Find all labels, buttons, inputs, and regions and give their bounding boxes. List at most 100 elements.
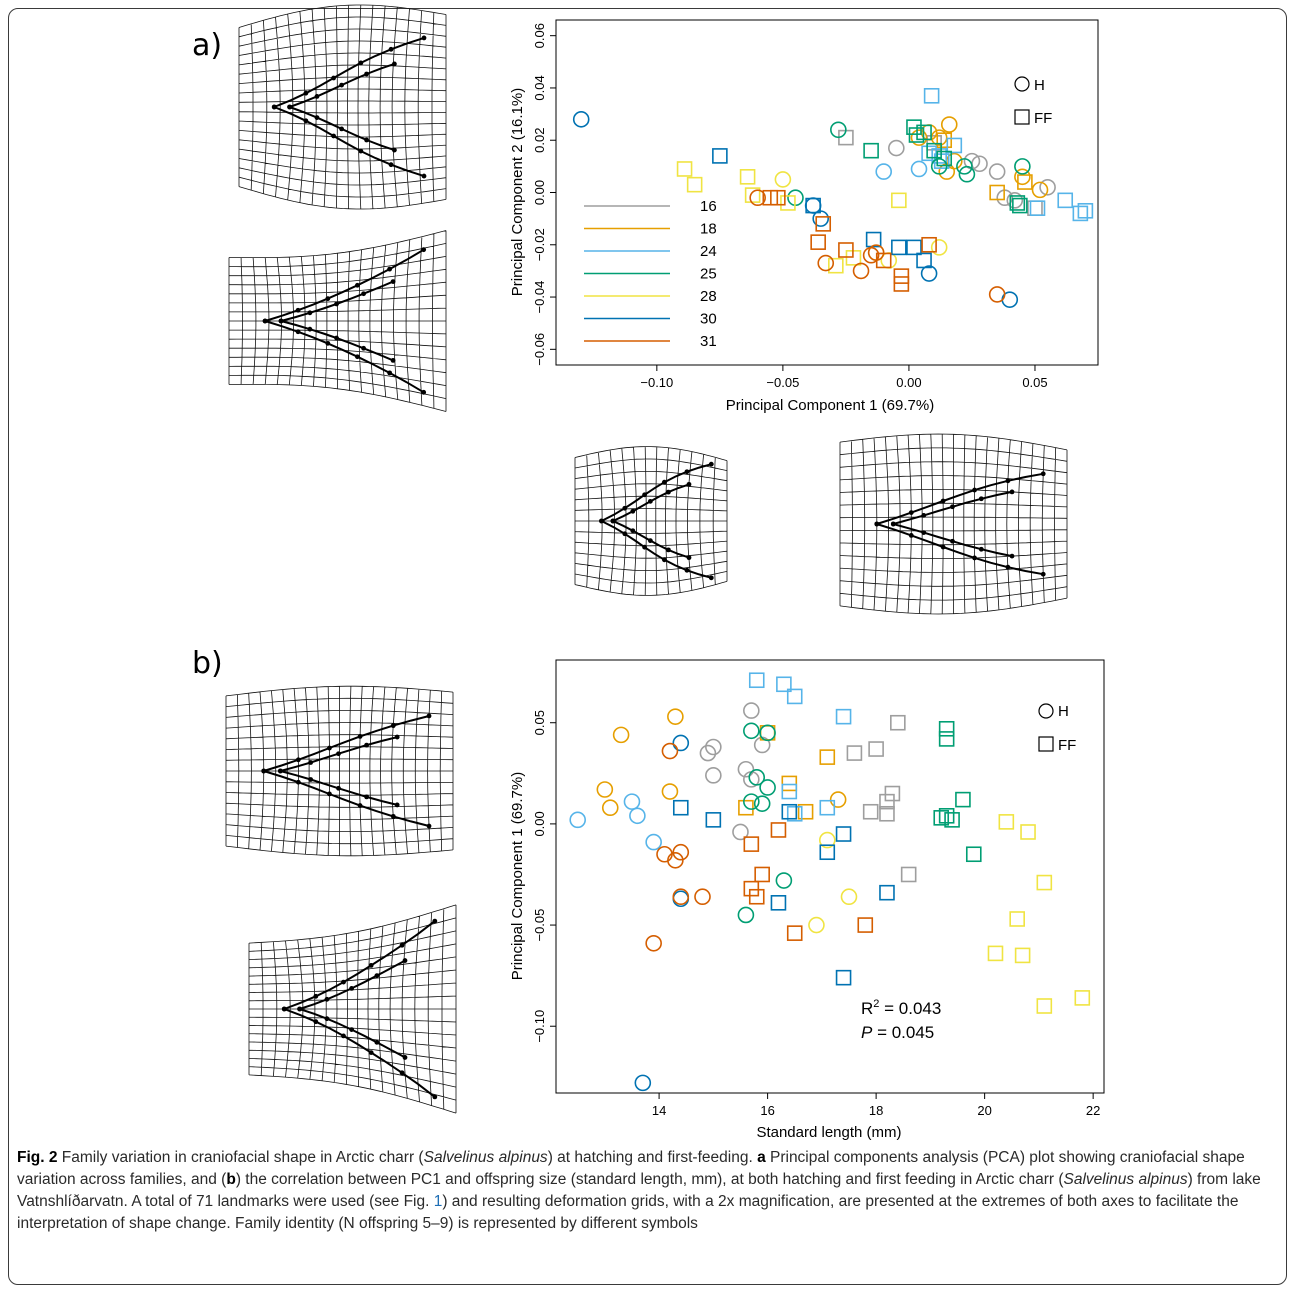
landmark-point: [708, 575, 714, 581]
data-point-hatching-family-24: [629, 807, 646, 825]
landmark-point: [647, 498, 653, 504]
x-axis: 14 16 18 20 22: [652, 1093, 1100, 1118]
landmark-point: [308, 760, 314, 765]
data-point-first-feeding-family-28: [891, 192, 907, 209]
landmark-point: [647, 538, 653, 544]
data-point-first-feeding-family-28: [987, 945, 1004, 962]
landmark-point: [1040, 471, 1046, 477]
data-point-first-feeding-family-24: [781, 783, 798, 800]
data-point-hatching-family-18: [612, 726, 630, 744]
y-axis-title: Principal Component 2 (16.1%): [509, 88, 526, 296]
y-tick-label: −0.10: [532, 1010, 547, 1043]
landmark-point: [402, 1055, 408, 1060]
deformation-grid-pc2-max: [238, 4, 447, 210]
y-tick-label: 0.00: [532, 180, 547, 205]
data-point-first-feeding-family-24: [748, 672, 765, 689]
data-point-hatching-family-25: [830, 121, 847, 139]
data-point-first-feeding-family-31: [770, 822, 787, 838]
landmark-point: [890, 521, 896, 527]
legend-label-family: 18: [700, 221, 717, 238]
landmark-point: [368, 962, 374, 968]
landmark-point: [972, 555, 977, 561]
landmark-point: [661, 479, 667, 485]
caption-fig-label: Fig. 2: [17, 1149, 58, 1166]
data-point-first-feeding-family-25: [926, 142, 942, 159]
r-squared-text: R2 = 0.043: [861, 998, 941, 1018]
data-point-hatching-family-28: [930, 239, 948, 256]
data-point-first-feeding-family-28: [1009, 911, 1025, 927]
landmark-point: [324, 1016, 330, 1022]
data-point-first-feeding-family-30: [835, 969, 852, 986]
landmark-point: [368, 1050, 374, 1056]
data-point-hatching-family-18: [661, 783, 679, 800]
deformation-grid-lines: [574, 446, 728, 596]
y-tick-label: −0.05: [532, 909, 547, 942]
deformation-grid-pc1-min: [574, 446, 728, 596]
landmark-point: [262, 318, 268, 324]
data-point-first-feeding-family-24: [776, 676, 792, 693]
data-point-hatching-family-31: [694, 888, 711, 906]
data-point-first-feeding-family-25: [916, 124, 932, 141]
landmark-point: [684, 469, 690, 475]
data-point-first-feeding-family-24: [835, 708, 852, 725]
deformation-grid-pc1-max: [839, 433, 1068, 615]
landmark-outline: [283, 1008, 436, 1098]
x-tick-label: 18: [869, 1103, 883, 1118]
landmark-point: [388, 162, 394, 168]
data-point-hatching-family-16: [705, 767, 722, 784]
data-point-first-feeding-family-18: [781, 775, 798, 792]
data-point-first-feeding-family-25: [938, 731, 955, 747]
y-axis-title: Principal Component 1 (69.7%): [509, 772, 526, 980]
data-point-first-feeding-family-31: [754, 866, 770, 883]
y-tick-label: 0.00: [532, 811, 547, 836]
landmark-point: [1009, 489, 1015, 495]
caption-species: Salvelinus alpinus: [1063, 1171, 1188, 1188]
data-point-first-feeding-family-16: [879, 805, 895, 822]
landmark-point: [661, 557, 667, 563]
caption-text: Principal components analysis (PCA) plot…: [17, 1149, 1245, 1188]
data-point-hatching-family-16: [988, 163, 1006, 180]
landmark-point: [421, 35, 427, 41]
landmark-point: [940, 498, 946, 504]
data-point-first-feeding-family-16: [884, 785, 901, 802]
landmark-outline: [299, 959, 406, 1010]
landmark-point: [950, 538, 955, 544]
data-point-hatching-family-31: [672, 888, 690, 906]
data-point-first-feeding-family-24: [1072, 205, 1089, 222]
data-point-hatching-family-24: [910, 160, 928, 178]
legend-label-family: 16: [700, 198, 717, 215]
data-point-first-feeding-family-18: [819, 749, 836, 765]
landmark-point: [708, 461, 714, 467]
landmark-point: [327, 791, 332, 797]
x-tick-label: 14: [652, 1103, 666, 1118]
landmark-outline: [876, 472, 1044, 525]
y-axis: −0.06 −0.04 −0.02 0.00 0.02 0.04 0.06: [532, 23, 556, 366]
data-point-first-feeding-family-28: [1036, 874, 1053, 891]
data-point-hatching-family-25: [737, 906, 755, 924]
landmark-outline: [299, 1008, 406, 1059]
landmark-point: [432, 1094, 438, 1100]
landmark-point: [1009, 553, 1015, 559]
landmark-point: [358, 148, 364, 154]
landmark-point: [327, 745, 332, 751]
landmark-point: [331, 133, 336, 139]
landmark-point: [278, 318, 284, 324]
landmark-point: [314, 115, 320, 120]
landmark-point: [394, 802, 400, 808]
data-point-first-feeding-family-28: [676, 161, 693, 177]
caption-figure-link[interactable]: 1: [433, 1193, 443, 1210]
landmark-point: [336, 751, 341, 757]
landmark-point: [303, 118, 309, 124]
landmark-point: [940, 544, 946, 550]
data-point-first-feeding-family-28: [998, 814, 1015, 830]
legend-label-family: 30: [700, 311, 717, 328]
data-point-hatching-family-18: [1014, 168, 1031, 186]
data-point-first-feeding-family-18: [1017, 174, 1033, 190]
landmark-point: [325, 296, 331, 302]
data-point-hatching-family-25: [958, 165, 976, 183]
data-point-first-feeding-family-30: [835, 826, 852, 842]
data-point-hatching-family-28: [774, 171, 792, 188]
data-point-first-feeding-family-24: [923, 87, 940, 104]
legend-circle-marker: [1014, 76, 1030, 92]
legend-label-h: H: [1034, 77, 1045, 94]
